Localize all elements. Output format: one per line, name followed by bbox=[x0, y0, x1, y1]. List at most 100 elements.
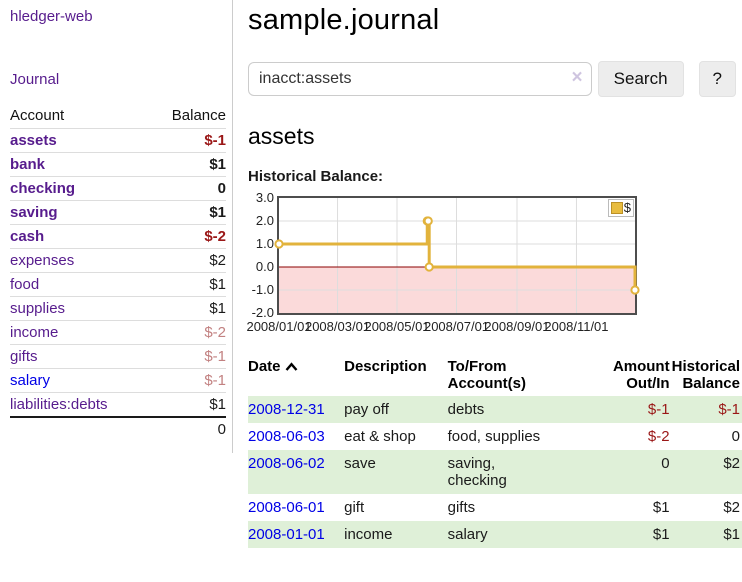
chart-svg bbox=[274, 198, 640, 313]
txn-date-link[interactable]: 2008-06-02 bbox=[248, 455, 325, 472]
account-balance: $1 bbox=[148, 152, 226, 177]
accounts-header-balance: Balance bbox=[171, 107, 226, 124]
txn-date-link[interactable]: 2008-06-01 bbox=[248, 499, 325, 516]
account-balance: $2 bbox=[148, 248, 226, 273]
search-input[interactable] bbox=[248, 62, 592, 96]
txn-date: 2008-06-02 bbox=[248, 450, 344, 494]
y-axis-tick-label: 1.0 bbox=[255, 236, 274, 251]
transaction-row: 2008-12-31 pay off debts $-1 $-1 bbox=[248, 396, 742, 423]
txn-description: gift bbox=[344, 499, 365, 516]
account-link[interactable]: bank bbox=[10, 156, 46, 173]
txn-amount: $-1 bbox=[647, 401, 670, 418]
txn-date: 2008-12-31 bbox=[248, 396, 344, 423]
legend-label: $ bbox=[623, 200, 631, 215]
txn-accounts: salary bbox=[447, 526, 488, 543]
txn-amount: 0 bbox=[661, 455, 670, 472]
header-description: Description bbox=[344, 358, 427, 375]
account-balance: $-1 bbox=[148, 368, 226, 393]
chart-plot: $ bbox=[274, 196, 640, 315]
account-balance: $-1 bbox=[148, 128, 226, 153]
transaction-row: 2008-06-01 gift gifts $1 $2 bbox=[248, 494, 742, 521]
x-axis-tick-label: 2008/07/01 bbox=[423, 319, 490, 334]
chevron-up-icon bbox=[285, 359, 298, 376]
account-row: cash $-2 bbox=[10, 224, 226, 249]
txn-description: eat & shop bbox=[344, 428, 416, 445]
account-link[interactable]: checking bbox=[10, 180, 76, 197]
account-link[interactable]: income bbox=[10, 324, 59, 341]
txn-date-link[interactable]: 2008-06-03 bbox=[248, 428, 325, 445]
accounts-table: Account Balance assets $-1 bank $1 checkin… bbox=[10, 104, 226, 441]
accounts-header-account: Account bbox=[10, 107, 65, 124]
y-axis-tick-label: 0.0 bbox=[255, 259, 274, 274]
help-button[interactable]: ? bbox=[698, 61, 736, 97]
account-balance: $-2 bbox=[148, 320, 226, 345]
txn-accounts: debts bbox=[447, 401, 485, 418]
legend-swatch bbox=[610, 202, 623, 214]
main-content: sample.journal × Search ? assets Histori… bbox=[233, 0, 742, 548]
transaction-row: 2008-06-02 save saving, checking 0 $2 bbox=[248, 450, 742, 494]
transactions-header-row: Date Description To/From Account(s) Amou… bbox=[248, 354, 742, 396]
account-row: bank $1 bbox=[10, 152, 226, 177]
chart-legend: $ bbox=[607, 199, 634, 217]
chart-title: Historical Balance: bbox=[248, 168, 384, 185]
transactions-table: Date Description To/From Account(s) Amou… bbox=[248, 354, 742, 548]
x-axis-tick-label: 2008/03/01 bbox=[304, 319, 371, 334]
x-axis-tick-label: 2008/11/01 bbox=[544, 319, 609, 334]
accounts-total-value: 0 bbox=[148, 416, 226, 441]
txn-date: 2008-06-01 bbox=[248, 494, 344, 521]
clear-search-icon[interactable]: × bbox=[571, 67, 583, 88]
account-heading: assets bbox=[248, 123, 315, 149]
header-accounts: To/From Account(s) bbox=[447, 358, 526, 392]
account-link[interactable]: assets bbox=[10, 132, 57, 149]
app-layout: hledger-web Journal Account Balance asse… bbox=[0, 0, 742, 548]
account-link[interactable]: expenses bbox=[10, 252, 75, 269]
transaction-row: 2008-01-01 income salary $1 $1 bbox=[248, 521, 742, 548]
header-balance: Historical Balance bbox=[671, 358, 740, 392]
x-axis-tick-label: 2008/05/01 bbox=[364, 319, 430, 334]
txn-description: pay off bbox=[344, 401, 389, 418]
brand-link[interactable]: hledger-web bbox=[10, 8, 93, 25]
txn-date: 2008-06-03 bbox=[248, 423, 344, 450]
transaction-row: 2008-06-03 eat & shop food, supplies $-2 0 bbox=[248, 423, 742, 450]
account-link[interactable]: saving bbox=[10, 204, 58, 221]
account-balance: $1 bbox=[148, 296, 226, 321]
txn-accounts: gifts bbox=[447, 499, 476, 516]
txn-accounts: food, supplies bbox=[447, 428, 541, 445]
y-axis-tick-label: -2.0 bbox=[251, 305, 274, 320]
account-link[interactable]: liabilities:debts bbox=[10, 396, 108, 413]
account-link[interactable]: gifts bbox=[10, 348, 38, 365]
search-form: × Search ? bbox=[248, 61, 742, 97]
txn-date-link[interactable]: 2008-01-01 bbox=[248, 526, 325, 543]
balance-chart: $ 3.0 2.0 1.0 0.0 -1.0 -2.0 2008/01/01 2008/03… bbox=[246, 189, 742, 336]
txn-description: income bbox=[344, 526, 393, 543]
account-balance: $1 bbox=[148, 272, 226, 297]
account-link[interactable]: supplies bbox=[10, 300, 66, 317]
y-axis-tick-label: 2.0 bbox=[255, 213, 274, 228]
search-button[interactable]: Search bbox=[597, 61, 684, 97]
account-row: income $-2 bbox=[10, 320, 226, 345]
account-link[interactable]: cash bbox=[10, 228, 45, 245]
txn-description: save bbox=[344, 455, 376, 472]
account-link[interactable]: salary bbox=[10, 372, 51, 389]
account-balance: 0 bbox=[148, 176, 226, 201]
account-balance: $-2 bbox=[148, 224, 226, 249]
sidebar-item-journal[interactable]: Journal bbox=[10, 71, 60, 88]
account-link[interactable]: food bbox=[10, 276, 40, 293]
account-balance: $1 bbox=[148, 200, 226, 225]
account-row: saving $1 bbox=[10, 200, 226, 225]
txn-accounts: saving, checking bbox=[447, 455, 507, 489]
txn-amount: $-2 bbox=[647, 428, 670, 445]
txn-amount: $1 bbox=[652, 526, 670, 543]
txn-date: 2008-01-01 bbox=[248, 521, 344, 548]
account-row: supplies $1 bbox=[10, 296, 226, 321]
y-axis-tick-label: -1.0 bbox=[251, 282, 274, 297]
header-amount: Amount Out/In bbox=[612, 358, 670, 392]
page-title: sample.journal bbox=[248, 4, 440, 36]
account-row: checking 0 bbox=[10, 176, 226, 201]
txn-date-link[interactable]: 2008-12-31 bbox=[248, 401, 325, 418]
sidebar: hledger-web Journal Account Balance asse… bbox=[0, 0, 233, 453]
header-date-sort[interactable]: Date bbox=[248, 354, 344, 396]
txn-balance: $2 bbox=[723, 499, 740, 516]
txn-balance: $2 bbox=[723, 455, 740, 472]
account-row: gifts $-1 bbox=[10, 344, 226, 369]
